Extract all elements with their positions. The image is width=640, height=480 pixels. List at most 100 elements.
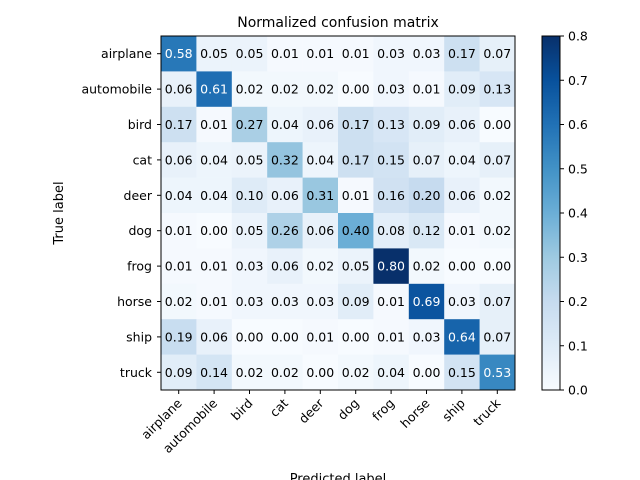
cell-value-label: 0.00 bbox=[342, 82, 370, 97]
heatmap-cell bbox=[408, 319, 445, 355]
heatmap-cell bbox=[267, 142, 303, 178]
heatmap-cell bbox=[267, 213, 303, 249]
heatmap-cell bbox=[479, 106, 516, 143]
heatmap-cell bbox=[479, 213, 516, 249]
cell-value-label: 0.00 bbox=[236, 329, 264, 344]
cell-value-label: 0.09 bbox=[165, 365, 193, 380]
cell-value-label: 0.00 bbox=[342, 329, 370, 344]
cell-value-label: 0.10 bbox=[236, 188, 264, 203]
heatmap-cell bbox=[231, 106, 268, 143]
heatmap-cell bbox=[161, 142, 197, 178]
heatmap-cell bbox=[373, 354, 410, 391]
cell-value-label: 0.04 bbox=[200, 152, 228, 167]
cell-value-label: 0.03 bbox=[236, 259, 264, 274]
heatmap-cell bbox=[267, 71, 303, 108]
x-tick-label: frog bbox=[369, 396, 397, 424]
x-tick-label: bird bbox=[228, 396, 256, 424]
heatmap-cell bbox=[373, 248, 410, 285]
y-tick-label: dog bbox=[128, 223, 152, 238]
cell-value-label: 0.27 bbox=[236, 117, 264, 132]
cell-value-label: 0.06 bbox=[306, 117, 334, 132]
heatmap-cell bbox=[444, 71, 480, 108]
colorbar-tick-label: 0.6 bbox=[568, 117, 588, 132]
cell-value-label: 0.03 bbox=[236, 294, 264, 309]
y-tick-label: bird bbox=[128, 117, 152, 132]
cell-value-label: 0.04 bbox=[271, 117, 299, 132]
x-tick-label: truck bbox=[470, 395, 504, 429]
cell-value-label: 0.17 bbox=[448, 46, 476, 61]
cell-value-label: 0.04 bbox=[200, 188, 228, 203]
cell-value-label: 0.02 bbox=[271, 82, 299, 97]
chart-title: Normalized confusion matrix bbox=[237, 15, 439, 31]
cell-value-label: 0.02 bbox=[342, 365, 370, 380]
heatmap-cell bbox=[161, 354, 197, 391]
cell-value-label: 0.07 bbox=[413, 152, 441, 167]
heatmap-cell bbox=[479, 71, 516, 108]
x-axis-label: Predicted label bbox=[290, 472, 387, 480]
cell-value-label: 0.06 bbox=[306, 223, 334, 238]
cell-value-label: 0.40 bbox=[342, 223, 370, 238]
heatmap-cell bbox=[373, 283, 410, 320]
cell-value-label: 0.02 bbox=[306, 259, 334, 274]
cell-value-label: 0.09 bbox=[413, 117, 441, 132]
heatmap-cell bbox=[196, 177, 233, 214]
cell-value-label: 0.04 bbox=[448, 152, 476, 167]
cell-value-label: 0.19 bbox=[165, 329, 193, 344]
colorbar-tick-label: 0.1 bbox=[568, 338, 588, 353]
cell-value-label: 0.01 bbox=[200, 259, 228, 274]
heatmap-cell bbox=[161, 106, 197, 143]
cell-value-label: 0.01 bbox=[165, 223, 193, 238]
cell-value-label: 0.02 bbox=[483, 188, 511, 203]
heatmap-cell bbox=[231, 283, 268, 320]
heatmap-cell bbox=[196, 36, 233, 72]
heatmap-cell bbox=[196, 142, 233, 178]
heatmap-cell bbox=[479, 142, 516, 178]
heatmap-cell bbox=[444, 248, 480, 285]
colorbar bbox=[541, 35, 561, 391]
heatmap-cell bbox=[267, 177, 303, 214]
heatmap-cell bbox=[267, 106, 303, 143]
cell-value-label: 0.17 bbox=[165, 117, 193, 132]
heatmap-cell bbox=[373, 36, 410, 72]
cell-value-label: 0.06 bbox=[165, 152, 193, 167]
cell-value-label: 0.02 bbox=[271, 365, 299, 380]
heatmap-cell bbox=[408, 248, 445, 285]
cell-value-label: 0.03 bbox=[377, 82, 405, 97]
y-axis-label: True label bbox=[52, 181, 67, 245]
y-tick-label: automobile bbox=[81, 82, 152, 97]
heatmap-cell bbox=[408, 36, 445, 72]
heatmap-cell bbox=[479, 36, 516, 72]
heatmap-cell bbox=[444, 36, 480, 72]
cell-value-label: 0.06 bbox=[271, 259, 299, 274]
x-tick-label: horse bbox=[397, 395, 433, 431]
colorbar-tick-label: 0.8 bbox=[568, 29, 588, 44]
cell-value-label: 0.08 bbox=[377, 223, 405, 238]
cell-value-label: 0.00 bbox=[271, 329, 299, 344]
heatmap-cell bbox=[408, 71, 445, 108]
cell-value-label: 0.06 bbox=[448, 188, 476, 203]
heatmap-cell bbox=[161, 177, 197, 214]
heatmap-cell bbox=[302, 142, 339, 178]
cell-value-label: 0.15 bbox=[448, 365, 476, 380]
cell-value-label: 0.01 bbox=[377, 294, 405, 309]
colorbar-tick-label: 0.4 bbox=[568, 206, 588, 221]
cell-value-label: 0.03 bbox=[413, 329, 441, 344]
cell-value-label: 0.06 bbox=[271, 188, 299, 203]
heatmap-cell bbox=[479, 354, 516, 391]
cell-value-label: 0.14 bbox=[200, 365, 228, 380]
cell-value-label: 0.26 bbox=[271, 223, 299, 238]
heatmap-cell bbox=[231, 71, 268, 108]
cell-value-label: 0.16 bbox=[377, 188, 405, 203]
heatmap-cell bbox=[338, 248, 374, 285]
x-tick-label: cat bbox=[267, 395, 291, 419]
heatmap-cell bbox=[408, 106, 445, 143]
colorbar-ticks: 0.0 0.1 0.2 0.3 0.4 0.5 0.6 0.7 0.8 bbox=[560, 29, 588, 398]
cell-value-label: 0.01 bbox=[342, 188, 370, 203]
heatmap-cell bbox=[161, 213, 197, 249]
heatmap-cell bbox=[302, 36, 339, 72]
x-tick-label: deer bbox=[296, 395, 327, 426]
heatmap-cell bbox=[231, 319, 268, 355]
heatmap-cell bbox=[196, 106, 233, 143]
cell-value-label: 0.05 bbox=[200, 46, 228, 61]
cell-value-label: 0.02 bbox=[306, 82, 334, 97]
